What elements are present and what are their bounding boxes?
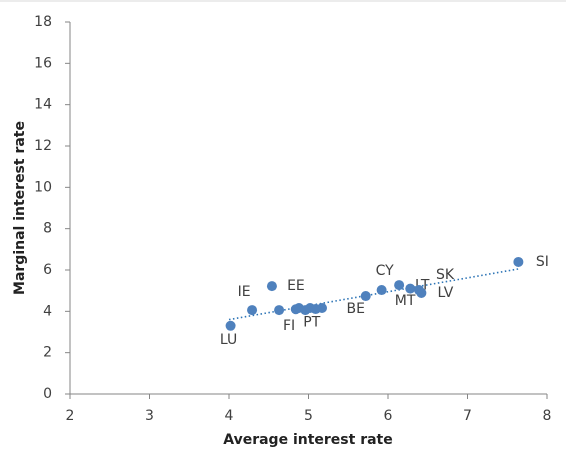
y-tick-label: 12 bbox=[34, 138, 52, 154]
point bbox=[405, 283, 416, 294]
point bbox=[513, 256, 524, 267]
y-tick-label: 6 bbox=[43, 262, 52, 278]
point-label: SI bbox=[536, 254, 549, 270]
y-tick-label: 0 bbox=[43, 386, 52, 402]
point bbox=[266, 281, 277, 292]
y-tick-label: 14 bbox=[34, 97, 52, 113]
point-label: FI bbox=[283, 318, 295, 334]
point-label: IE bbox=[238, 284, 251, 300]
y-tick-label: 2 bbox=[43, 345, 52, 361]
x-tick-label: 3 bbox=[145, 408, 154, 424]
x-tick-label: 7 bbox=[463, 408, 472, 424]
x-tick-label: 2 bbox=[66, 408, 75, 424]
point-label: PT bbox=[303, 314, 320, 330]
x-tick-label: 5 bbox=[304, 408, 313, 424]
x-tick-label: 8 bbox=[543, 408, 552, 424]
point-label: BE bbox=[347, 301, 365, 317]
point-label: MT bbox=[395, 293, 416, 309]
x-tick-label: 6 bbox=[384, 408, 393, 424]
y-axis-title: Marginal interest rate bbox=[12, 121, 28, 295]
point-label: SK bbox=[436, 267, 455, 283]
point-label: EE bbox=[287, 278, 305, 294]
point bbox=[394, 280, 405, 291]
point-label: CY bbox=[376, 263, 395, 279]
point bbox=[416, 287, 427, 298]
y-tick-label: 18 bbox=[34, 14, 52, 30]
y-tick-label: 4 bbox=[43, 303, 52, 319]
y-tick-label: 16 bbox=[34, 55, 52, 71]
point bbox=[376, 285, 387, 296]
point-label: LU bbox=[220, 332, 237, 348]
point-label: LV bbox=[437, 285, 453, 301]
x-axis-title: Average interest rate bbox=[223, 432, 393, 448]
x-tick-label: 4 bbox=[225, 408, 234, 424]
trend-line bbox=[228, 268, 519, 321]
point bbox=[274, 305, 285, 316]
point bbox=[247, 305, 258, 316]
point bbox=[225, 320, 236, 331]
point bbox=[360, 291, 371, 302]
point bbox=[317, 303, 328, 314]
y-tick-label: 8 bbox=[43, 221, 52, 237]
y-tick-label: 10 bbox=[34, 179, 52, 195]
